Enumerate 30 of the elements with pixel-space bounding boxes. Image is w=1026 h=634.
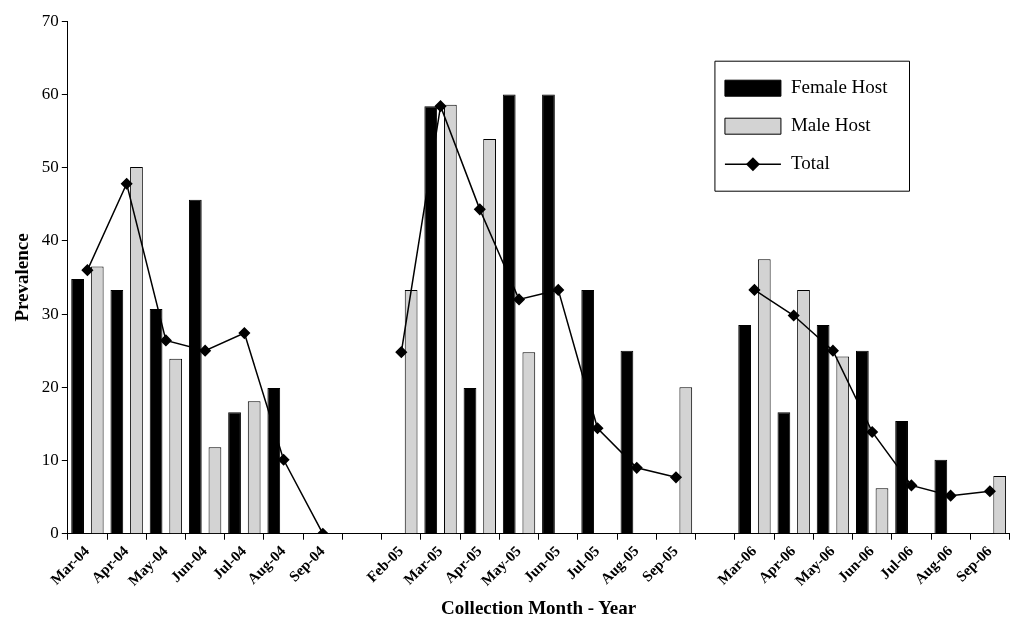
point — [984, 485, 996, 497]
x-axis-title: Collection Month - Year — [441, 596, 637, 618]
y-tick-label: 60 — [41, 83, 59, 103]
point — [866, 426, 878, 438]
legend-label: Female Host — [790, 76, 889, 98]
point — [434, 100, 447, 112]
point — [670, 471, 682, 484]
point — [513, 293, 525, 306]
legend-label: Male Host — [790, 114, 872, 136]
point — [395, 346, 408, 358]
point — [474, 203, 486, 216]
point — [160, 334, 172, 347]
y-tick-label: 70 — [41, 10, 59, 30]
point — [827, 344, 839, 357]
point — [81, 264, 94, 276]
y-axis-title: Prevalence — [11, 233, 33, 322]
y-tick-label: 0 — [50, 523, 59, 543]
point — [120, 177, 133, 190]
point — [787, 309, 800, 322]
y-tick-label: 20 — [41, 376, 59, 396]
y-tick-label: 10 — [41, 449, 59, 469]
y-tick-label: 40 — [41, 230, 59, 250]
point — [199, 344, 211, 357]
point — [748, 284, 761, 296]
y-tick-label: 50 — [41, 157, 59, 177]
y-tick-label: 30 — [41, 303, 59, 323]
point — [905, 479, 918, 492]
legend-label: Total — [790, 152, 830, 174]
point — [238, 327, 251, 339]
point — [552, 284, 565, 296]
